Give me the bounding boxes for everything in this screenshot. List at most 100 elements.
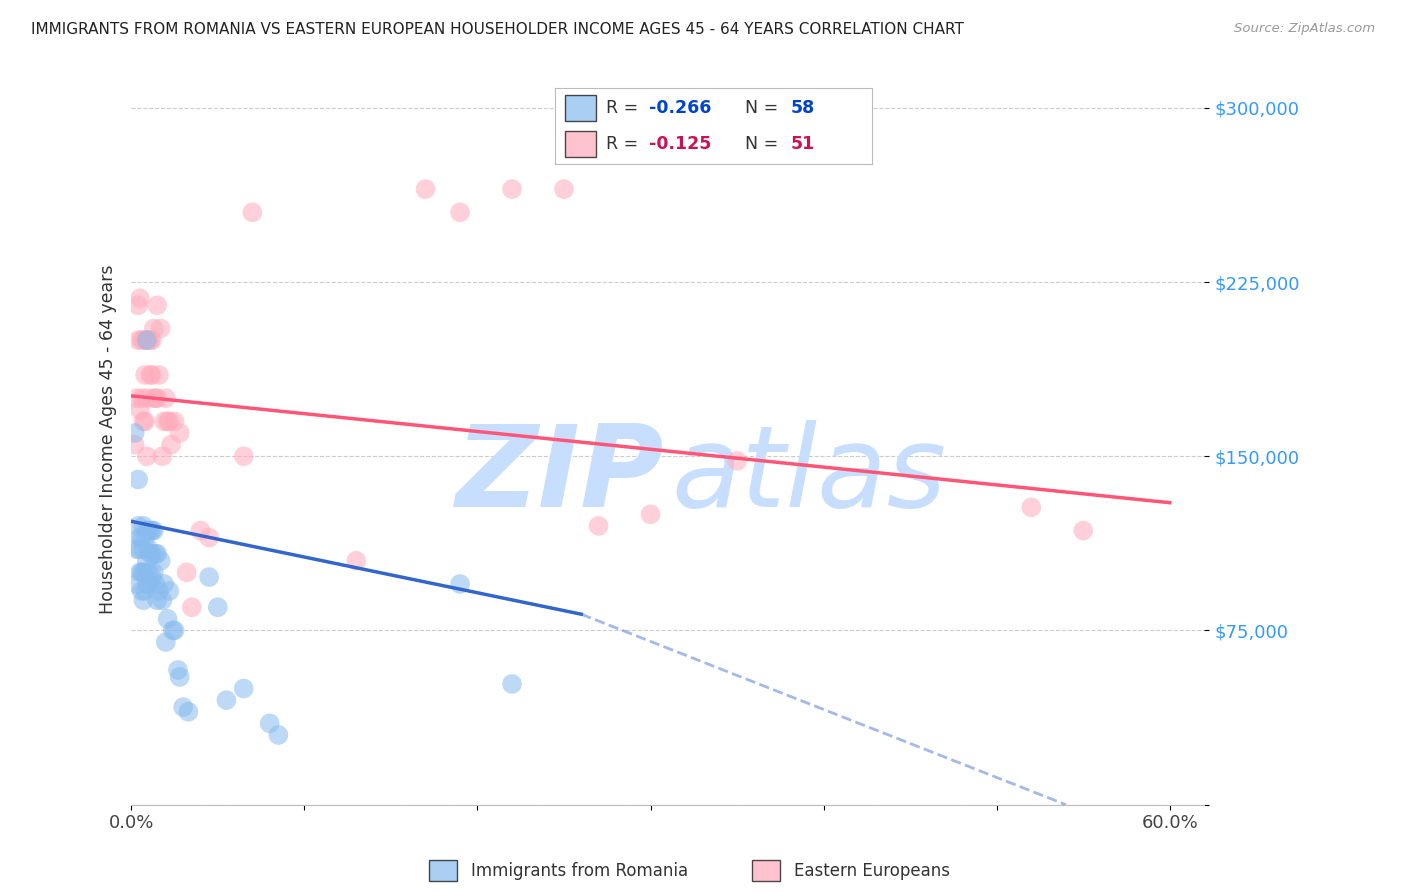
Point — [156, 414, 179, 428]
Point — [142, 391, 165, 405]
Point — [259, 716, 281, 731]
Text: atlas: atlas — [671, 420, 946, 531]
Point — [132, 593, 155, 607]
Point — [725, 454, 748, 468]
Point — [127, 519, 149, 533]
Point — [139, 333, 162, 347]
Point — [134, 368, 156, 382]
Point — [146, 547, 169, 561]
Point — [215, 693, 238, 707]
Point — [267, 728, 290, 742]
Point — [131, 584, 153, 599]
Point — [145, 577, 167, 591]
Point — [134, 414, 156, 428]
Point — [157, 414, 180, 428]
Point — [146, 298, 169, 312]
Point — [148, 368, 170, 382]
Point — [155, 635, 177, 649]
Point — [139, 577, 162, 591]
Point — [142, 524, 165, 538]
Point — [138, 524, 160, 538]
Point — [139, 547, 162, 561]
Point — [125, 577, 148, 591]
Point — [127, 298, 149, 312]
Point — [135, 449, 157, 463]
Point — [501, 182, 523, 196]
Point — [132, 566, 155, 580]
Point — [142, 566, 165, 580]
Point — [132, 519, 155, 533]
Point — [138, 333, 160, 347]
Point — [190, 524, 212, 538]
Point — [134, 566, 156, 580]
Point — [127, 473, 149, 487]
Point — [344, 554, 367, 568]
Point — [129, 566, 152, 580]
Point — [232, 681, 254, 696]
Point — [141, 570, 163, 584]
Point — [131, 391, 153, 405]
Point — [129, 542, 152, 557]
Point — [149, 321, 172, 335]
Point — [232, 449, 254, 463]
Point — [142, 321, 165, 335]
Point — [172, 700, 194, 714]
Point — [138, 566, 160, 580]
Point — [198, 570, 221, 584]
Point — [131, 566, 153, 580]
Text: IMMIGRANTS FROM ROMANIA VS EASTERN EUROPEAN HOUSEHOLDER INCOME AGES 45 - 64 YEAR: IMMIGRANTS FROM ROMANIA VS EASTERN EUROP… — [31, 22, 963, 37]
Point — [1071, 524, 1094, 538]
Point — [131, 531, 153, 545]
Point — [152, 593, 174, 607]
Point — [134, 584, 156, 599]
Point — [134, 531, 156, 545]
Point — [180, 600, 202, 615]
Point — [127, 333, 149, 347]
Point — [163, 624, 186, 638]
Point — [135, 391, 157, 405]
Point — [135, 554, 157, 568]
Point — [125, 391, 148, 405]
Point — [125, 542, 148, 557]
Point — [176, 566, 198, 580]
Point — [1019, 500, 1042, 515]
Point — [146, 391, 169, 405]
Point — [449, 577, 471, 591]
Point — [153, 414, 176, 428]
Point — [135, 577, 157, 591]
Point — [167, 663, 190, 677]
Point — [149, 554, 172, 568]
Point — [148, 584, 170, 599]
Point — [153, 577, 176, 591]
Point — [132, 414, 155, 428]
Point — [138, 542, 160, 557]
Point — [135, 524, 157, 538]
Point — [160, 437, 183, 451]
Point — [124, 425, 146, 440]
Point — [146, 593, 169, 607]
Point — [640, 508, 662, 522]
Point — [169, 670, 191, 684]
Point — [129, 291, 152, 305]
Point — [139, 524, 162, 538]
Point — [501, 677, 523, 691]
Point — [449, 205, 471, 219]
Point — [152, 449, 174, 463]
Point — [141, 368, 163, 382]
Point — [139, 368, 162, 382]
Point — [129, 402, 152, 417]
Point — [124, 437, 146, 451]
Point — [131, 333, 153, 347]
Text: Source: ZipAtlas.com: Source: ZipAtlas.com — [1234, 22, 1375, 36]
Text: Immigrants from Romania: Immigrants from Romania — [471, 862, 688, 880]
Point — [415, 182, 437, 196]
Point — [163, 414, 186, 428]
Point — [135, 333, 157, 347]
Point — [553, 182, 575, 196]
Point — [141, 547, 163, 561]
Point — [156, 612, 179, 626]
Point — [141, 333, 163, 347]
Point — [145, 391, 167, 405]
Point — [129, 531, 152, 545]
Point — [135, 333, 157, 347]
